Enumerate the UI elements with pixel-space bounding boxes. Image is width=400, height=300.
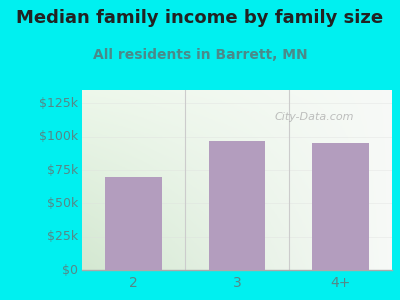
Text: $100k: $100k: [39, 130, 78, 143]
Text: $125k: $125k: [39, 97, 78, 110]
Text: $75k: $75k: [47, 164, 78, 176]
Text: $50k: $50k: [47, 197, 78, 210]
Bar: [208, 141, 266, 270]
Text: $0: $0: [62, 263, 78, 277]
Text: Median family income by family size: Median family income by family size: [16, 9, 384, 27]
Text: $25k: $25k: [47, 230, 78, 243]
Text: City-Data.com: City-Data.com: [274, 112, 354, 122]
Text: All residents in Barrett, MN: All residents in Barrett, MN: [93, 48, 307, 62]
Bar: [105, 177, 162, 270]
Bar: [312, 143, 369, 270]
